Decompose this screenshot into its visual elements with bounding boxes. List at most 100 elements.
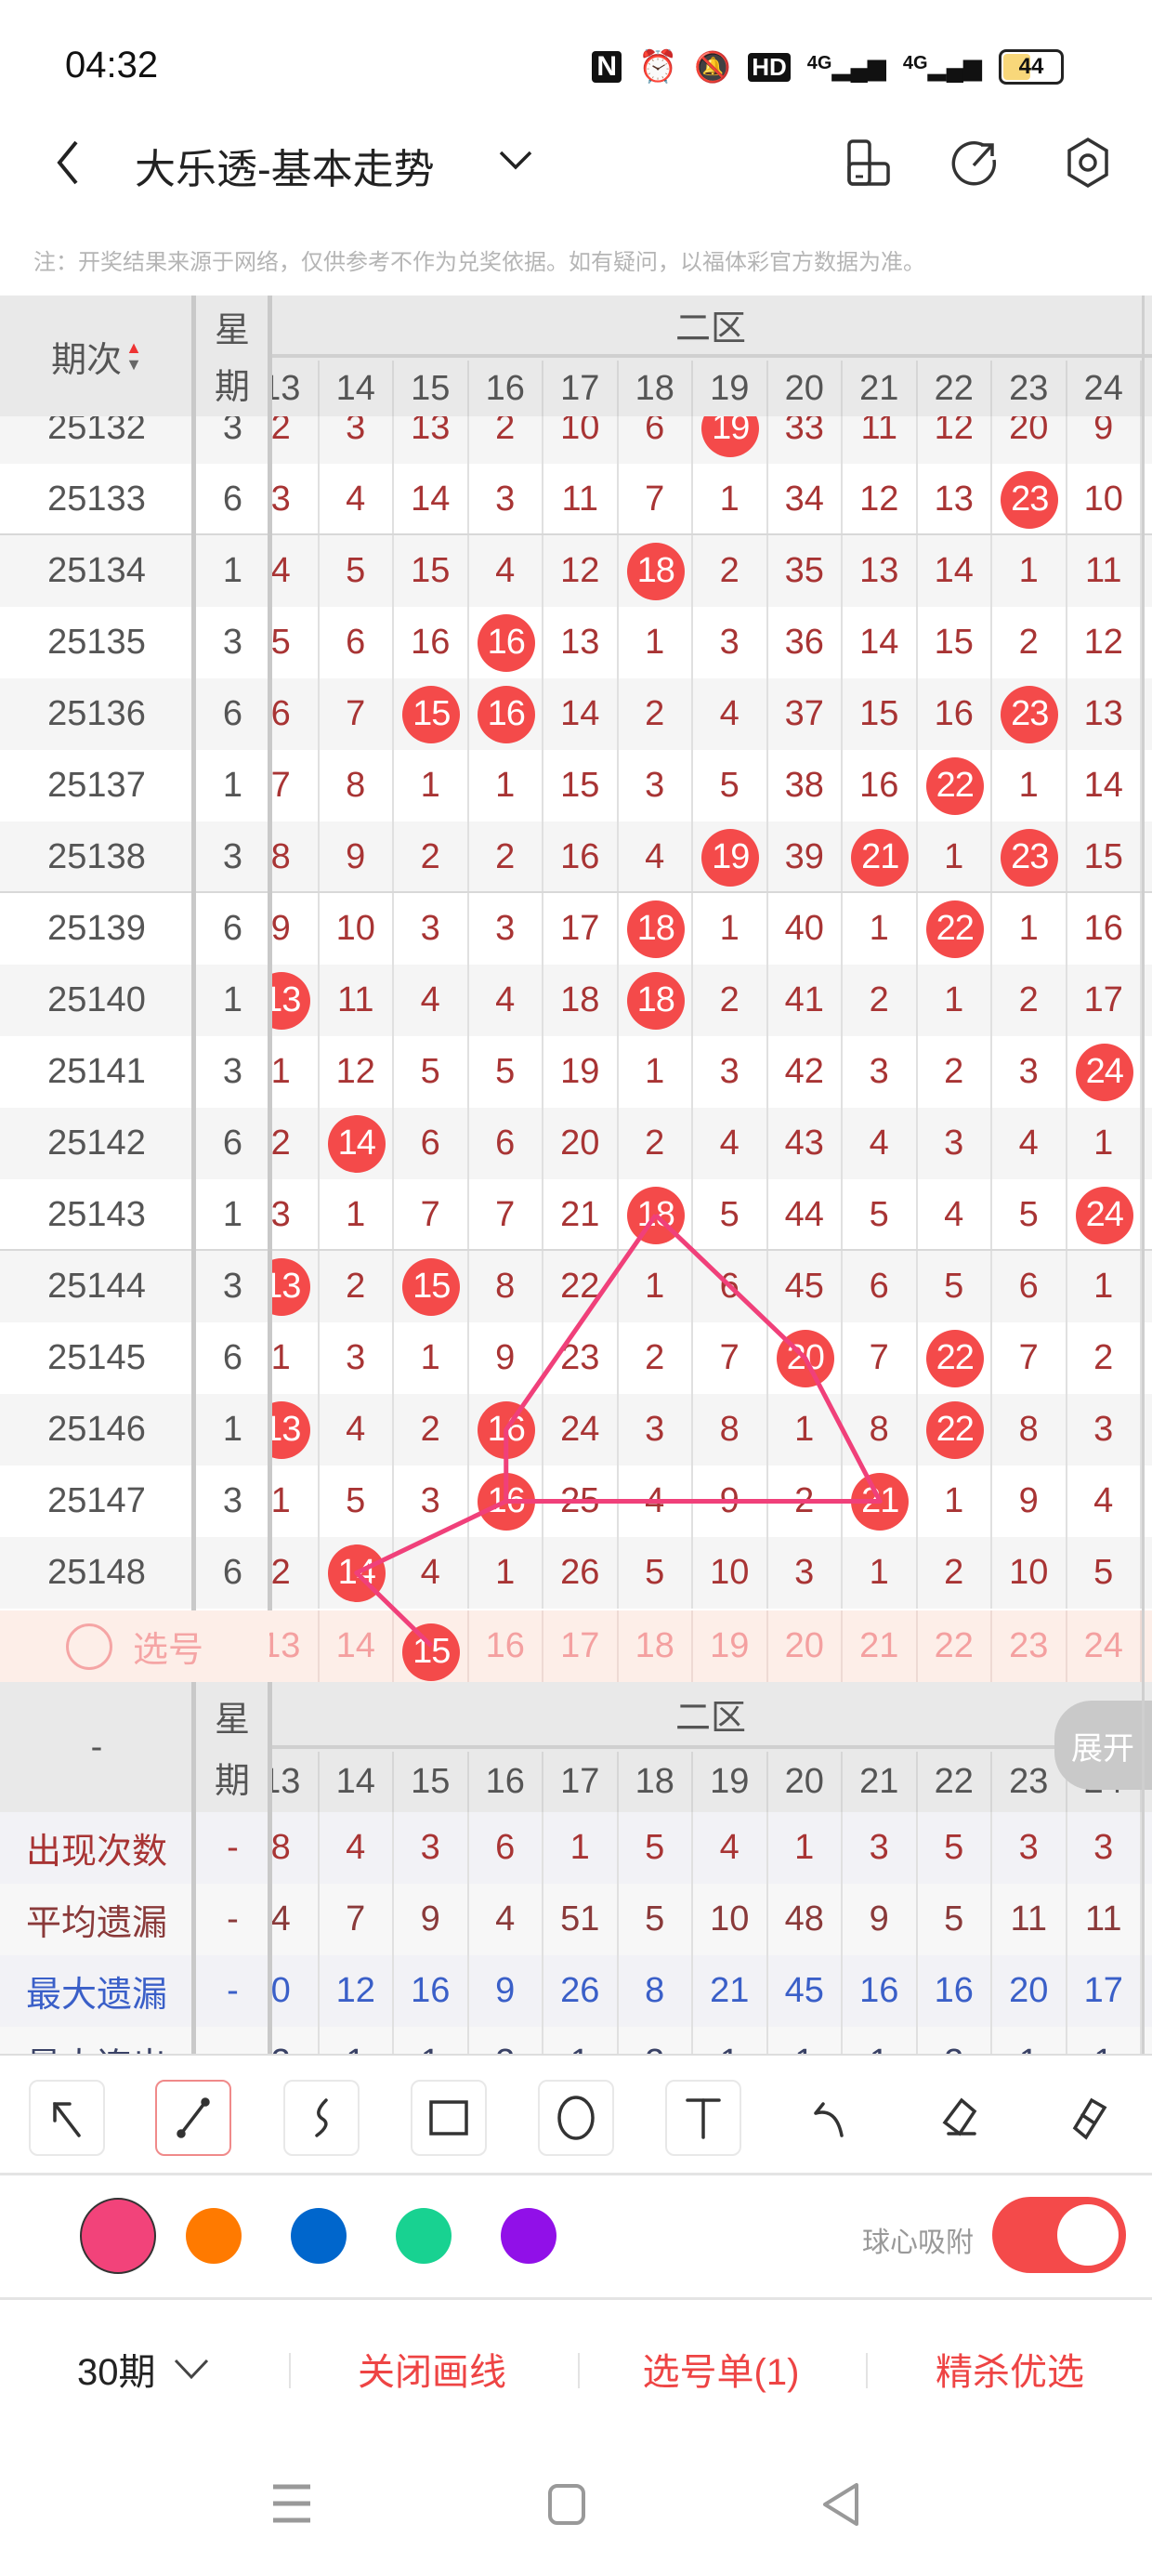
- pick-number-23[interactable]: 23: [992, 1610, 1067, 1682]
- number-cell: 21: [843, 1465, 918, 1537]
- pick-number-18[interactable]: 18: [619, 1610, 693, 1682]
- pick-number-14[interactable]: 14: [320, 1610, 394, 1682]
- number-cell: 7: [843, 1322, 918, 1394]
- battery-icon: 44: [999, 49, 1064, 85]
- nav-menu-button[interactable]: [271, 2483, 312, 2529]
- table-row: 25133 6 3 4 14 3 11 7 1 34 12 13 23 10: [0, 464, 1152, 535]
- column-header-13: 13: [269, 1752, 320, 1812]
- tool-freehand-button[interactable]: [283, 2080, 360, 2156]
- pick-number-20[interactable]: 20: [768, 1610, 843, 1682]
- settings-button[interactable]: [1064, 136, 1112, 196]
- pick-number-13[interactable]: 13: [269, 1610, 320, 1682]
- nav-home-button[interactable]: [547, 2483, 586, 2530]
- color-swatch[interactable]: [80, 2198, 156, 2274]
- hit-ball: 23: [1001, 685, 1059, 743]
- color-swatch[interactable]: [396, 2208, 452, 2264]
- color-swatch[interactable]: [501, 2208, 556, 2264]
- share-button[interactable]: [949, 138, 1000, 194]
- pick-number-19[interactable]: 19: [693, 1610, 768, 1682]
- pick-number-21[interactable]: 21: [843, 1610, 918, 1682]
- number-cell: 1: [992, 535, 1067, 607]
- refined-picks-button[interactable]: 精杀优选: [936, 2352, 1084, 2393]
- number-cell: 13: [543, 607, 619, 678]
- pick-number-24[interactable]: 24: [1067, 1610, 1142, 1682]
- stats-cell: 8: [269, 1812, 320, 1884]
- tool-rectangle-button[interactable]: [411, 2080, 487, 2156]
- number-cell: 2: [918, 1537, 992, 1609]
- number-cell: 22: [918, 893, 992, 965]
- number-cell: 19: [693, 416, 768, 464]
- number-cell: 7: [320, 678, 394, 750]
- table-row: 25135 3 5 6 16 16 13 1 3 36 14 15 2 12: [0, 607, 1152, 678]
- back-button[interactable]: [46, 135, 93, 191]
- pick-list-button[interactable]: 选号单(1): [642, 2352, 800, 2393]
- alarm-icon: ⏰: [638, 49, 678, 85]
- tool-clear-button[interactable]: [1049, 2080, 1125, 2156]
- stats-cell: 1: [768, 2027, 843, 2054]
- number-cell: 8: [843, 1394, 918, 1465]
- pick-number-16[interactable]: 16: [469, 1610, 543, 1682]
- number-cell: 15: [843, 678, 918, 750]
- color-swatch[interactable]: [291, 2208, 347, 2264]
- number-cell: 2: [619, 1322, 693, 1394]
- pick-row-label[interactable]: 选号: [0, 1610, 269, 1682]
- number-cell: 11: [543, 464, 619, 535]
- stats-cell: 12: [320, 1955, 394, 2027]
- number-cell: 12: [843, 464, 918, 535]
- pick-number-22[interactable]: 22: [918, 1610, 992, 1682]
- expand-button[interactable]: 展开: [1054, 1701, 1152, 1790]
- tool-text-button[interactable]: [665, 2080, 741, 2156]
- number-cell: 41: [768, 965, 843, 1036]
- stats-cell: 45: [768, 1955, 843, 2027]
- stats-cell: 1: [992, 2027, 1067, 2054]
- row-number-cells: 2 3 13 2 10 6 19 33 11 12 20 9: [269, 416, 1152, 464]
- number-cell: 1: [619, 607, 693, 678]
- pick-circle-icon: [65, 1623, 112, 1670]
- number-cell: 21: [843, 821, 918, 893]
- number-cell: 13: [843, 535, 918, 607]
- stats-cell: 8: [619, 1955, 693, 2027]
- sort-icon[interactable]: ▲ ▼: [125, 339, 142, 373]
- column-header-24: 24: [1067, 361, 1142, 416]
- number-cell: 18: [619, 965, 693, 1036]
- page-title[interactable]: 大乐透-基本走势: [135, 147, 435, 192]
- sort-up-icon: ▲: [125, 338, 142, 357]
- hit-ball: 21: [851, 1472, 910, 1531]
- status-icons: N ⏰ 🔕 HD 4G▂▄▆ 4G▂▄▆ 44: [592, 48, 1064, 85]
- number-cell: 6: [469, 1108, 543, 1179]
- title-dropdown-button[interactable]: [497, 147, 534, 179]
- tool-eraser-button[interactable]: [921, 2080, 997, 2156]
- weekday-cell: 3: [222, 416, 243, 447]
- number-cell: 4: [269, 535, 320, 607]
- weekday-cell: 3: [222, 837, 243, 876]
- column-header-22: 22: [918, 1752, 992, 1812]
- weekday-cell: 6: [222, 480, 243, 519]
- number-cell: 3: [469, 893, 543, 965]
- stats-weekday: -: [227, 1899, 239, 1939]
- stats-cell: 2: [269, 2027, 320, 2054]
- close-drawing-button[interactable]: 关闭画线: [358, 2352, 506, 2393]
- number-cell: 15: [394, 1251, 469, 1322]
- pick-number-17[interactable]: 17: [543, 1610, 619, 1682]
- tool-arrow-button[interactable]: [29, 2080, 105, 2156]
- tool-undo-button[interactable]: [793, 2080, 870, 2156]
- color-swatch[interactable]: [186, 2208, 242, 2264]
- pick-number-15[interactable]: 15: [394, 1610, 469, 1682]
- snap-toggle[interactable]: [992, 2197, 1126, 2273]
- number-cell: 13: [394, 416, 469, 464]
- number-cell: 44: [768, 1179, 843, 1251]
- landscape-button[interactable]: [845, 138, 894, 194]
- period-select[interactable]: 30期: [77, 2342, 210, 2396]
- period-sort-header[interactable]: 期次 ▲ ▼: [0, 296, 193, 416]
- divider: [0, 2173, 1152, 2175]
- stats-weekday: [196, 2027, 269, 2054]
- number-cell: 14: [320, 1537, 394, 1609]
- nav-back-button[interactable]: [819, 2481, 860, 2532]
- tool-line-button[interactable]: [155, 2080, 231, 2156]
- stats-cells: 4 7 9 4 51 5 10 48 9 5 11 11: [269, 1884, 1152, 1955]
- number-cell: 23: [992, 464, 1067, 535]
- table-row: 25140 1 13 11 4 4 18 18 2 41 2 1 2 17: [0, 965, 1152, 1036]
- rectangle-icon: [429, 2100, 468, 2136]
- weekday-cell: 1: [222, 766, 243, 805]
- tool-circle-button[interactable]: [538, 2080, 614, 2156]
